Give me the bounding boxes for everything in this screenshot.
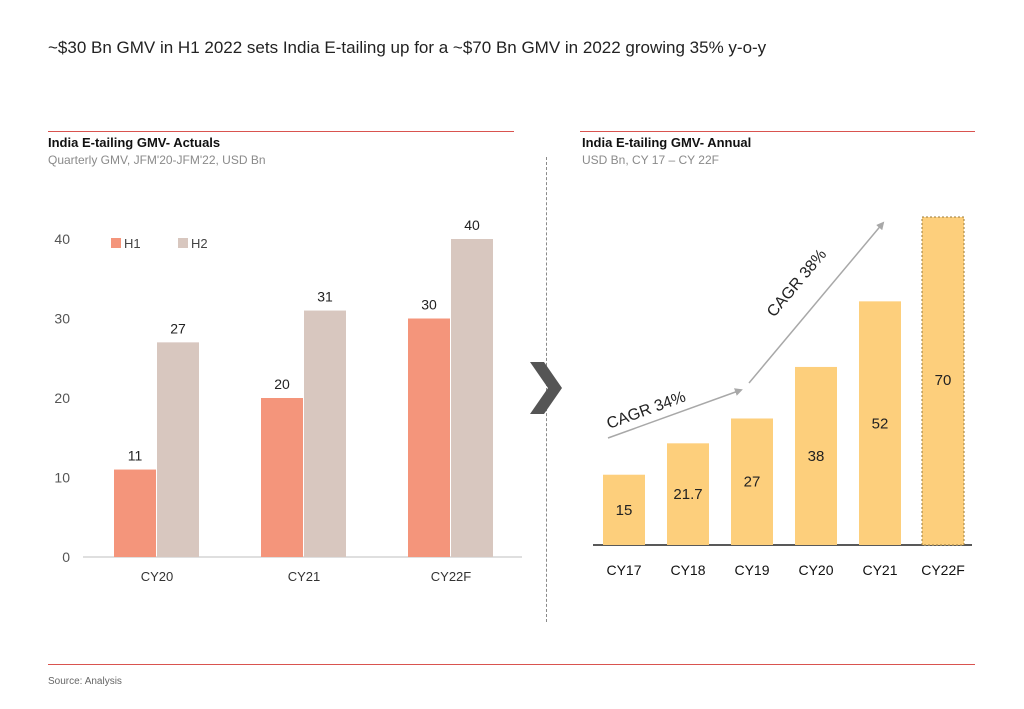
cagr-annotation-2: CAGR 38% [764,246,830,320]
page-headline: ~$30 Bn GMV in H1 2022 sets India E-tail… [48,38,767,57]
x-tick-label: CY18 [670,562,705,578]
bar-value-label: 20 [274,376,290,392]
bar-annual-cy17 [603,474,645,545]
legend-swatch-h2 [178,238,188,248]
x-tick-label: CY21 [288,569,321,584]
bar-value-label: 38 [808,448,825,465]
annual-bar-chart: 15 CY17 21.7 CY18 27 CY19 38 CY20 52 CY21 70 CY22F C… [530,216,972,578]
panel-divider [546,157,547,622]
bar-value-label: 40 [464,217,480,233]
bar-h2-cy20 [157,342,199,557]
legend-swatch-h1 [111,238,121,248]
bar-annual-cy18 [667,443,709,545]
bar-value-label: 27 [744,474,761,491]
cagr-arrow-1 [607,388,743,439]
x-tick-label: CY22F [431,569,472,584]
legend-label-h2: H2 [191,236,208,251]
y-tick-label: 10 [54,470,70,486]
bottom-rule [48,664,975,665]
y-tick-label: 0 [62,549,70,565]
x-tick-label: CY17 [606,562,641,578]
bar-value-label: 15 [616,502,633,519]
y-tick-label: 20 [54,390,70,406]
bar-annual-cy22f [921,216,965,546]
bar-annual-cy19 [731,418,773,545]
y-tick-label: 40 [54,231,70,247]
right-chart-subtitle: USD Bn, CY 17 – CY 22F [582,153,719,167]
cagr-annotation-1: CAGR 34% [605,388,689,432]
legend-label-h1: H1 [124,236,141,251]
source-note: Source: Analysis [48,676,122,687]
bar-value-label: 27 [170,320,186,336]
right-chart-title: India E-tailing GMV- Annual [582,135,752,150]
x-tick-label: CY20 [141,569,174,584]
cagr-arrow-2 [748,221,885,384]
top-rule-left [48,131,514,132]
actuals-bar-chart: 0 10 20 30 40 11 20 30 27 31 40 CY20 CY21 CY22F H1 H2 [54,217,522,584]
left-chart-subtitle: Quarterly GMV, JFM'20-JFM'22, USD Bn [48,153,266,167]
bar-value-label: 30 [421,297,437,313]
x-tick-label: CY21 [862,562,897,578]
x-tick-label: CY22F [921,562,965,578]
bar-annual-cy20 [795,366,837,545]
bar-value-label: 70 [935,372,952,389]
bar-value-label: 31 [317,289,333,305]
bar-value-label: 52 [872,415,889,432]
x-tick-label: CY20 [798,562,833,578]
bar-h1-cy20 [114,469,156,557]
x-tick-label: CY19 [734,562,769,578]
bar-annual-cy21 [859,301,901,545]
bar-h2-cy22f [451,239,493,557]
bar-value-label: 21.7 [673,486,702,503]
bar-value-label: 11 [128,448,143,464]
top-rule-right [580,131,975,132]
bar-h1-cy21 [261,398,303,557]
chevron-right-icon [530,362,562,414]
bar-h2-cy21 [304,310,346,557]
bar-h1-cy22f [408,318,450,557]
left-chart-title: India E-tailing GMV- Actuals [48,135,221,150]
y-tick-label: 30 [54,311,70,327]
